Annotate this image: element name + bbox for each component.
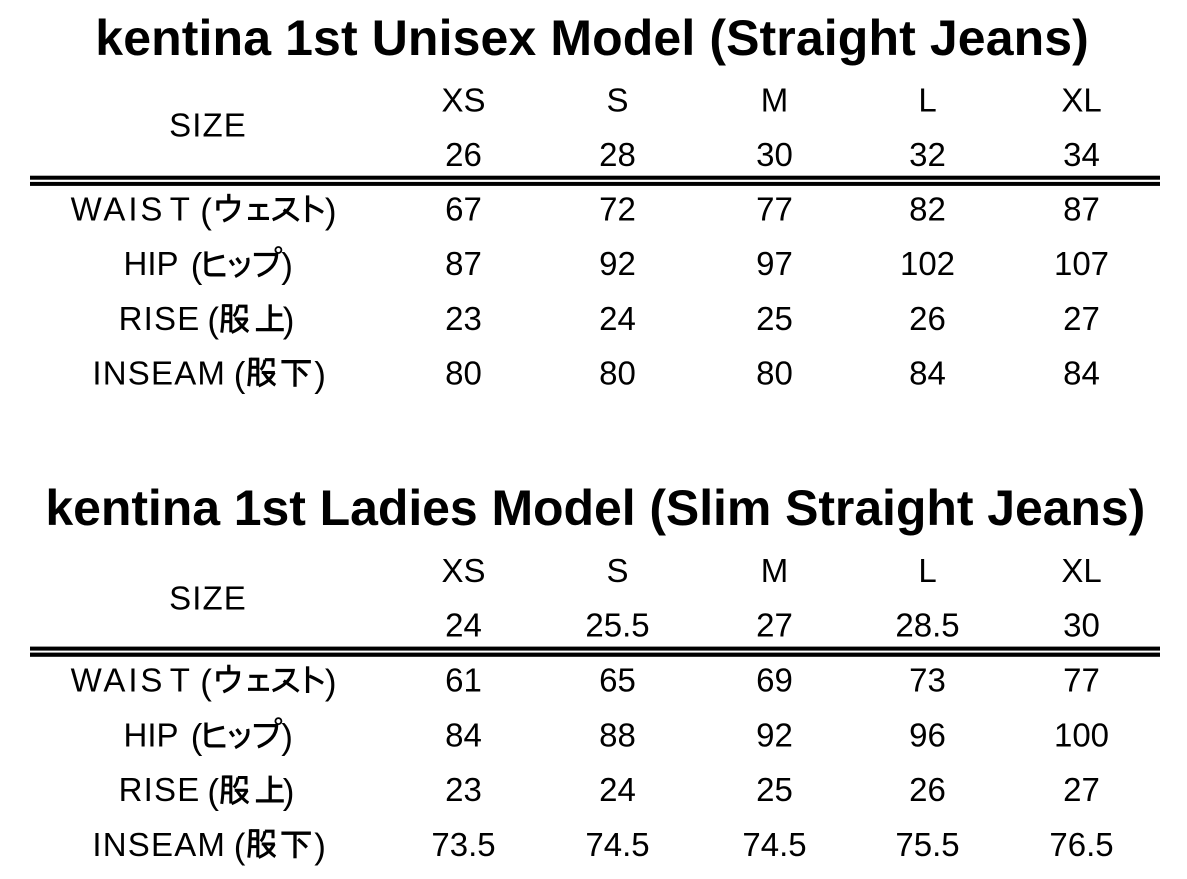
svg-text:24: 24 [445,607,482,644]
svg-text:69: 69 [756,662,793,699]
svg-text:92: 92 [756,716,793,753]
svg-text:(: ( [207,301,219,340]
svg-text:28.5: 28.5 [895,607,959,644]
svg-text:30: 30 [756,136,793,173]
svg-text:84: 84 [1063,354,1100,391]
svg-text:30: 30 [1063,607,1100,644]
svg-text:(: ( [200,192,212,231]
svg-text:25: 25 [756,771,793,808]
svg-text:97: 97 [756,245,793,282]
svg-text:23: 23 [445,300,482,337]
svg-text:24: 24 [599,771,636,808]
svg-text:27: 27 [1063,300,1100,337]
svg-text:84: 84 [445,716,482,753]
svg-text:74.5: 74.5 [585,826,649,863]
svg-text:88: 88 [599,716,636,753]
svg-text:XL: XL [1061,552,1101,589]
svg-text:SIZE: SIZE [169,579,247,616]
svg-text:T: T [170,191,190,228]
svg-text:27: 27 [1063,771,1100,808]
svg-text:92: 92 [599,245,636,282]
svg-text:76.5: 76.5 [1049,826,1113,863]
svg-text:34: 34 [1063,136,1100,173]
svg-text:S: S [606,552,628,589]
svg-text:80: 80 [756,354,793,391]
svg-text:INSEAM: INSEAM [92,354,226,391]
svg-text:107: 107 [1054,245,1109,282]
svg-text:(: ( [207,772,219,811]
svg-text:RISE: RISE [119,300,201,337]
svg-text:26: 26 [909,300,946,337]
svg-text:(: ( [234,356,246,395]
svg-text:): ) [281,718,293,757]
svg-text:XS: XS [441,552,485,589]
svg-text:67: 67 [445,191,482,228]
svg-text:WAIS: WAIS [71,662,166,699]
svg-text:RISE: RISE [119,771,201,808]
svg-text:(: ( [200,663,212,702]
svg-text:82: 82 [909,191,946,228]
svg-text:): ) [281,247,293,286]
svg-text:73.5: 73.5 [431,826,495,863]
svg-text:): ) [314,827,326,866]
svg-text:): ) [325,663,337,702]
svg-text:): ) [314,356,326,395]
svg-text:): ) [325,192,337,231]
svg-text:72: 72 [599,191,636,228]
svg-text:XL: XL [1061,81,1101,118]
svg-text:61: 61 [445,662,482,699]
svg-text:HIP: HIP [124,716,179,753]
svg-text:96: 96 [909,716,946,753]
svg-text:HIP: HIP [124,245,179,282]
svg-text:27: 27 [756,607,793,644]
svg-text:T: T [170,662,190,699]
svg-text:102: 102 [900,245,955,282]
svg-text:25: 25 [756,300,793,337]
svg-text:(: ( [234,827,246,866]
svg-text:S: S [606,81,628,118]
svg-text:87: 87 [445,245,482,282]
svg-text:23: 23 [445,771,482,808]
svg-text:65: 65 [599,662,636,699]
svg-text:24: 24 [599,300,636,337]
svg-text:25.5: 25.5 [585,607,649,644]
svg-text:M: M [761,552,789,589]
svg-text:(: ( [191,718,203,757]
svg-text:32: 32 [909,136,946,173]
svg-text:kentina 1st Ladies Model (Slim: kentina 1st Ladies Model (Slim Straight … [45,480,1145,536]
svg-text:80: 80 [445,354,482,391]
svg-text:M: M [761,81,789,118]
svg-text:80: 80 [599,354,636,391]
svg-text:84: 84 [909,354,946,391]
svg-text:kentina 1st Unisex Model (Stra: kentina 1st Unisex Model (Straight Jeans… [95,10,1089,66]
svg-text:87: 87 [1063,191,1100,228]
svg-text:28: 28 [599,136,636,173]
svg-text:75.5: 75.5 [895,826,959,863]
svg-text:WAIS: WAIS [71,191,166,228]
svg-text:): ) [283,772,295,811]
svg-text:SIZE: SIZE [169,107,247,144]
svg-text:): ) [283,301,295,340]
svg-text:L: L [918,552,936,589]
svg-text:26: 26 [445,136,482,173]
svg-text:26: 26 [909,771,946,808]
svg-text:77: 77 [1063,662,1100,699]
svg-text:L: L [918,81,936,118]
svg-text:100: 100 [1054,716,1109,753]
svg-text:73: 73 [909,662,946,699]
svg-text:77: 77 [756,191,793,228]
svg-text:(: ( [191,247,203,286]
svg-text:XS: XS [441,81,485,118]
svg-text:74.5: 74.5 [742,826,806,863]
svg-text:INSEAM: INSEAM [92,826,226,863]
